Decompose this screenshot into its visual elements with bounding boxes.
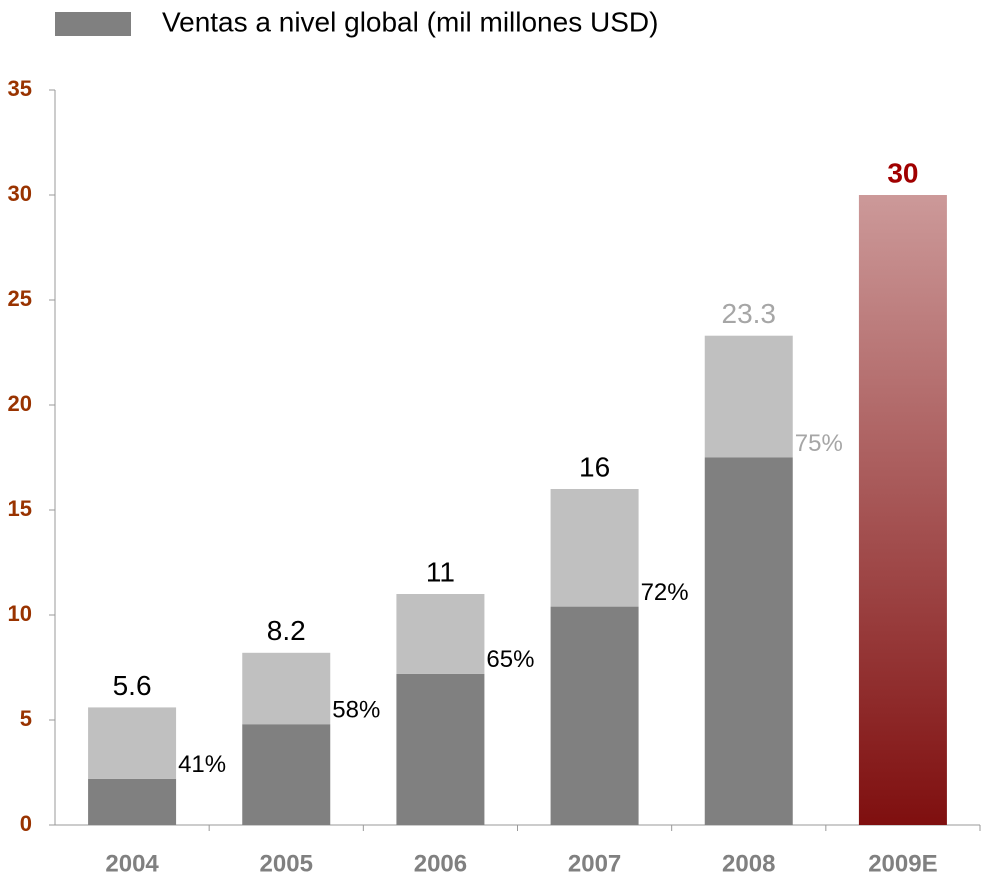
total-label: 30	[887, 157, 918, 188]
share-label: 41%	[178, 751, 226, 778]
x-tick-label: 2008	[722, 850, 775, 877]
y-tick-label: 10	[8, 601, 32, 626]
bar-segment	[396, 594, 485, 674]
legend-label: Ventas a nivel global (mil millones USD)	[162, 6, 658, 37]
legend-swatch	[55, 12, 131, 36]
share-label: 72%	[641, 579, 689, 606]
bar-segment	[550, 606, 639, 825]
total-label: 11	[426, 556, 455, 587]
y-tick-label: 25	[8, 286, 32, 311]
bar-segment	[242, 724, 331, 825]
bar-segment	[396, 673, 485, 825]
share-label: 75%	[795, 430, 843, 457]
y-tick-label: 20	[8, 391, 32, 416]
bar-segment	[88, 707, 177, 779]
x-tick-label: 2005	[260, 850, 313, 877]
share-label: 65%	[486, 646, 534, 673]
x-tick-label: 2006	[414, 850, 467, 877]
bar-segment	[242, 652, 331, 725]
bar-segment	[858, 195, 947, 825]
total-label: 5.6	[113, 670, 152, 701]
y-tick-label: 0	[20, 811, 32, 836]
bar-segment	[704, 457, 793, 825]
y-tick-label: 30	[8, 181, 32, 206]
y-tick-label: 15	[8, 496, 32, 521]
total-label: 16	[579, 451, 610, 482]
bar-segment	[704, 335, 793, 458]
y-tick-label: 35	[8, 76, 32, 101]
x-tick-label: 2004	[105, 850, 159, 877]
share-label: 58%	[332, 697, 380, 724]
x-tick-label: 2009E	[868, 850, 937, 877]
total-label: 23.3	[722, 298, 777, 329]
y-tick-label: 5	[20, 706, 32, 731]
bar-segment	[550, 489, 639, 607]
x-tick-label: 2007	[568, 850, 621, 877]
total-label: 8.2	[267, 615, 306, 646]
bar-segment	[88, 778, 177, 825]
